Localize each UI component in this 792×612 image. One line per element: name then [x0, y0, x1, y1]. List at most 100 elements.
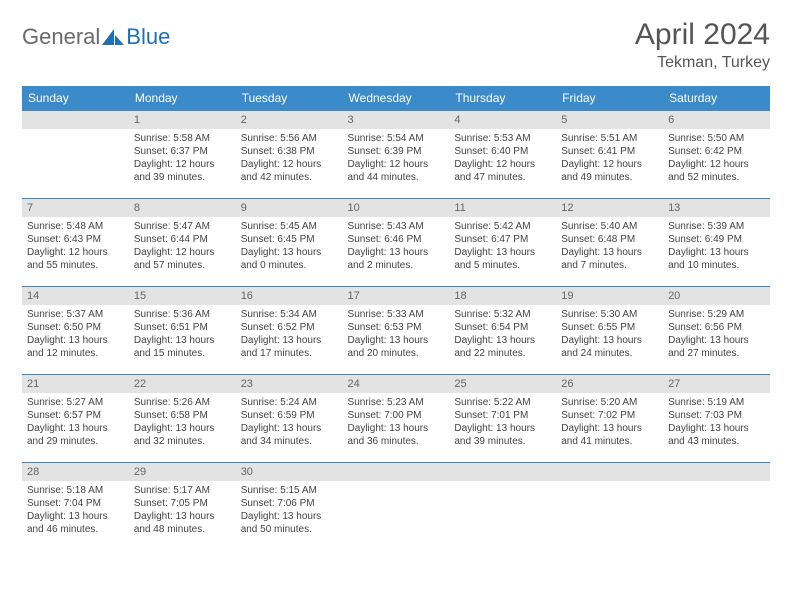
daylight-text: Daylight: 12 hours: [668, 158, 765, 171]
calendar-day-cell: 5Sunrise: 5:51 AMSunset: 6:41 PMDaylight…: [556, 111, 663, 199]
day-number: 4: [449, 111, 556, 129]
day-number: 18: [449, 287, 556, 305]
day-number: 9: [236, 199, 343, 217]
sunrise-text: Sunrise: 5:53 AM: [454, 132, 551, 145]
day-body: Sunrise: 5:45 AMSunset: 6:45 PMDaylight:…: [236, 217, 343, 276]
day-number: 28: [22, 463, 129, 481]
day-body: Sunrise: 5:33 AMSunset: 6:53 PMDaylight:…: [343, 305, 450, 364]
daylight-text: and 27 minutes.: [668, 347, 765, 360]
calendar-body: 1Sunrise: 5:58 AMSunset: 6:37 PMDaylight…: [22, 111, 770, 551]
daylight-text: Daylight: 13 hours: [27, 334, 124, 347]
day-number: [663, 463, 770, 481]
day-number: 6: [663, 111, 770, 129]
day-number: 2: [236, 111, 343, 129]
calendar-day-cell: 15Sunrise: 5:36 AMSunset: 6:51 PMDayligh…: [129, 287, 236, 375]
daylight-text: and 50 minutes.: [241, 523, 338, 536]
daylight-text: Daylight: 13 hours: [454, 334, 551, 347]
day-number: 23: [236, 375, 343, 393]
sunrise-text: Sunrise: 5:45 AM: [241, 220, 338, 233]
day-number: 11: [449, 199, 556, 217]
sunset-text: Sunset: 7:06 PM: [241, 497, 338, 510]
day-body: Sunrise: 5:58 AMSunset: 6:37 PMDaylight:…: [129, 129, 236, 188]
day-body: Sunrise: 5:18 AMSunset: 7:04 PMDaylight:…: [22, 481, 129, 540]
day-body: Sunrise: 5:53 AMSunset: 6:40 PMDaylight:…: [449, 129, 556, 188]
sunrise-text: Sunrise: 5:56 AM: [241, 132, 338, 145]
calendar-table: Sunday Monday Tuesday Wednesday Thursday…: [22, 86, 770, 551]
weekday-header-row: Sunday Monday Tuesday Wednesday Thursday…: [22, 86, 770, 111]
day-body: [449, 481, 556, 541]
daylight-text: Daylight: 12 hours: [134, 158, 231, 171]
calendar-day-cell: 1Sunrise: 5:58 AMSunset: 6:37 PMDaylight…: [129, 111, 236, 199]
daylight-text: Daylight: 13 hours: [134, 510, 231, 523]
day-body: Sunrise: 5:23 AMSunset: 7:00 PMDaylight:…: [343, 393, 450, 452]
daylight-text: Daylight: 13 hours: [134, 422, 231, 435]
daylight-text: Daylight: 13 hours: [241, 510, 338, 523]
sunrise-text: Sunrise: 5:42 AM: [454, 220, 551, 233]
calendar-day-cell: 22Sunrise: 5:26 AMSunset: 6:58 PMDayligh…: [129, 375, 236, 463]
day-body: Sunrise: 5:37 AMSunset: 6:50 PMDaylight:…: [22, 305, 129, 364]
daylight-text: Daylight: 13 hours: [348, 334, 445, 347]
sunset-text: Sunset: 6:42 PM: [668, 145, 765, 158]
day-body: Sunrise: 5:34 AMSunset: 6:52 PMDaylight:…: [236, 305, 343, 364]
calendar-day-cell: 21Sunrise: 5:27 AMSunset: 6:57 PMDayligh…: [22, 375, 129, 463]
day-number: 5: [556, 111, 663, 129]
daylight-text: and 48 minutes.: [134, 523, 231, 536]
sunset-text: Sunset: 6:54 PM: [454, 321, 551, 334]
day-body: Sunrise: 5:56 AMSunset: 6:38 PMDaylight:…: [236, 129, 343, 188]
daylight-text: and 24 minutes.: [561, 347, 658, 360]
daylight-text: and 44 minutes.: [348, 171, 445, 184]
day-number: 14: [22, 287, 129, 305]
calendar-day-cell: 6Sunrise: 5:50 AMSunset: 6:42 PMDaylight…: [663, 111, 770, 199]
calendar-day-cell: 7Sunrise: 5:48 AMSunset: 6:43 PMDaylight…: [22, 199, 129, 287]
daylight-text: and 7 minutes.: [561, 259, 658, 272]
weekday-header: Wednesday: [343, 86, 450, 111]
sunrise-text: Sunrise: 5:51 AM: [561, 132, 658, 145]
day-number: [22, 111, 129, 129]
calendar-week-row: 14Sunrise: 5:37 AMSunset: 6:50 PMDayligh…: [22, 287, 770, 375]
sunrise-text: Sunrise: 5:22 AM: [454, 396, 551, 409]
sunset-text: Sunset: 6:45 PM: [241, 233, 338, 246]
day-number: [343, 463, 450, 481]
weekday-header: Tuesday: [236, 86, 343, 111]
daylight-text: Daylight: 13 hours: [668, 422, 765, 435]
sunset-text: Sunset: 6:52 PM: [241, 321, 338, 334]
day-number: 29: [129, 463, 236, 481]
calendar-day-cell: [22, 111, 129, 199]
daylight-text: Daylight: 13 hours: [561, 334, 658, 347]
daylight-text: Daylight: 13 hours: [27, 510, 124, 523]
day-body: [343, 481, 450, 541]
sunset-text: Sunset: 6:37 PM: [134, 145, 231, 158]
daylight-text: and 29 minutes.: [27, 435, 124, 448]
daylight-text: Daylight: 12 hours: [134, 246, 231, 259]
day-body: [22, 129, 129, 189]
calendar-day-cell: 28Sunrise: 5:18 AMSunset: 7:04 PMDayligh…: [22, 463, 129, 551]
calendar-day-cell: 8Sunrise: 5:47 AMSunset: 6:44 PMDaylight…: [129, 199, 236, 287]
day-number: 21: [22, 375, 129, 393]
calendar-day-cell: 26Sunrise: 5:20 AMSunset: 7:02 PMDayligh…: [556, 375, 663, 463]
sunset-text: Sunset: 7:03 PM: [668, 409, 765, 422]
day-number: 22: [129, 375, 236, 393]
calendar-day-cell: [343, 463, 450, 551]
sunset-text: Sunset: 6:56 PM: [668, 321, 765, 334]
day-number: 19: [556, 287, 663, 305]
title-block: April 2024 Tekman, Turkey: [635, 18, 770, 72]
daylight-text: and 43 minutes.: [668, 435, 765, 448]
day-body: Sunrise: 5:19 AMSunset: 7:03 PMDaylight:…: [663, 393, 770, 452]
sunset-text: Sunset: 6:53 PM: [348, 321, 445, 334]
sunset-text: Sunset: 6:49 PM: [668, 233, 765, 246]
day-number: 12: [556, 199, 663, 217]
sunset-text: Sunset: 6:48 PM: [561, 233, 658, 246]
header: General Blue April 2024 Tekman, Turkey: [22, 18, 770, 72]
daylight-text: Daylight: 12 hours: [561, 158, 658, 171]
daylight-text: and 36 minutes.: [348, 435, 445, 448]
calendar-day-cell: 10Sunrise: 5:43 AMSunset: 6:46 PMDayligh…: [343, 199, 450, 287]
calendar-day-cell: 20Sunrise: 5:29 AMSunset: 6:56 PMDayligh…: [663, 287, 770, 375]
calendar-day-cell: 17Sunrise: 5:33 AMSunset: 6:53 PMDayligh…: [343, 287, 450, 375]
sunrise-text: Sunrise: 5:19 AM: [668, 396, 765, 409]
sunset-text: Sunset: 6:57 PM: [27, 409, 124, 422]
calendar-week-row: 7Sunrise: 5:48 AMSunset: 6:43 PMDaylight…: [22, 199, 770, 287]
daylight-text: Daylight: 13 hours: [241, 246, 338, 259]
daylight-text: Daylight: 12 hours: [27, 246, 124, 259]
day-body: Sunrise: 5:39 AMSunset: 6:49 PMDaylight:…: [663, 217, 770, 276]
day-body: Sunrise: 5:36 AMSunset: 6:51 PMDaylight:…: [129, 305, 236, 364]
